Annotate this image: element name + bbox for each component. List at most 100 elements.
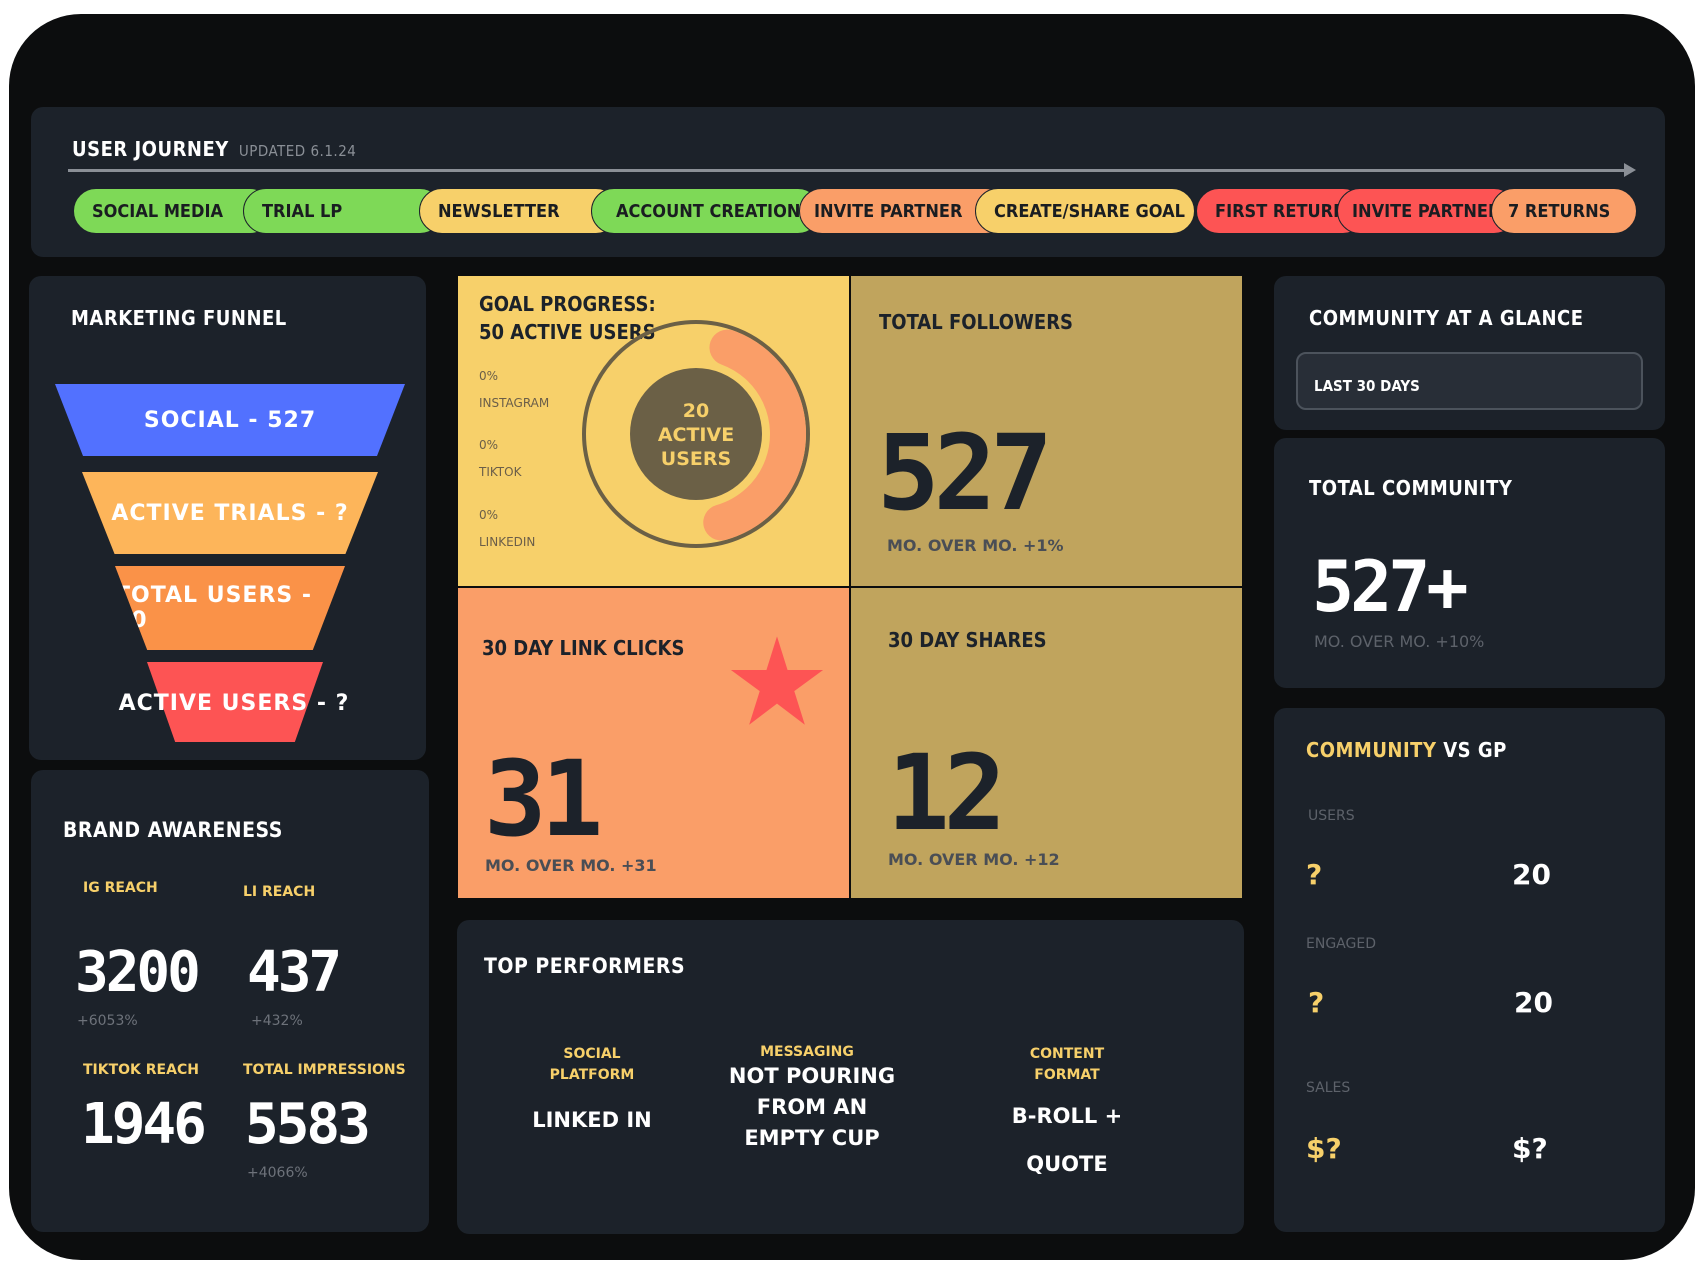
content-format-label: CONTENT FORMAT bbox=[987, 1044, 1147, 1086]
link-clicks-title: 30 DAY LINK CLICKS bbox=[482, 636, 685, 660]
stage-newsletter[interactable]: NEWSLETTER bbox=[419, 188, 619, 234]
ig-reach-delta: +6053% bbox=[77, 1013, 138, 1029]
user-journey-card: USER JOURNEY UPDATED 6.1.24 SOCIAL MEDIA … bbox=[31, 107, 1665, 257]
shares-value: 12 bbox=[887, 732, 1006, 854]
funnel-segment-social: SOCIAL - 527 bbox=[55, 384, 405, 456]
stage-label: FIRST RETURN bbox=[1215, 200, 1347, 222]
social-platform-label-2: PLATFORM bbox=[549, 1067, 635, 1083]
total-followers-value: 527 bbox=[877, 412, 1053, 534]
community-glance-card: COMMUNITY AT A GLANCE LAST 30 DAYS bbox=[1274, 276, 1665, 430]
shares-tile: 30 DAY SHARES 12 MO. OVER MO. +12 bbox=[850, 587, 1243, 899]
updated-date: UPDATED 6.1.24 bbox=[238, 142, 357, 160]
shares-title: 30 DAY SHARES bbox=[888, 628, 1047, 652]
community-vs-title-b: VS GP bbox=[1443, 738, 1507, 762]
total-followers-title: TOTAL FOLLOWERS bbox=[879, 310, 1074, 334]
messaging-line-2: FROM AN bbox=[756, 1095, 868, 1119]
funnel-segment-active-trials: ACTIVE TRIALS - ? bbox=[82, 472, 378, 554]
linkedin-pct: 0% bbox=[479, 508, 499, 522]
content-format-line-1: B-ROLL + bbox=[1011, 1104, 1123, 1128]
engaged-right-value: 20 bbox=[1514, 986, 1553, 1019]
content-format-label-1: CONTENT bbox=[1029, 1046, 1105, 1062]
li-reach-value: 437 bbox=[247, 940, 342, 1005]
link-clicks-sub: MO. OVER MO. +31 bbox=[485, 856, 657, 875]
shares-sub: MO. OVER MO. +12 bbox=[888, 850, 1060, 869]
funnel-segment-active-users bbox=[147, 662, 323, 742]
tiktok-label: TIKTOK bbox=[479, 465, 522, 479]
sales-right-value: $? bbox=[1512, 1132, 1548, 1165]
total-community-title: TOTAL COMMUNITY bbox=[1309, 476, 1513, 500]
journey-stages: SOCIAL MEDIA TRIAL LP NEWSLETTER ACCOUNT… bbox=[73, 188, 1637, 234]
stage-label: TRIAL LP bbox=[262, 200, 343, 222]
goal-progress-title: GOAL PROGRESS: 50 ACTIVE USERS bbox=[479, 290, 656, 346]
marketing-funnel-title: MARKETING FUNNEL bbox=[71, 306, 287, 330]
li-reach-delta: +432% bbox=[251, 1013, 303, 1029]
stage-label: 7 RETURNS bbox=[1508, 200, 1611, 222]
brand-awareness-card: BRAND AWARENESS IG REACH LI REACH 3200 4… bbox=[31, 770, 429, 1232]
linkedin-label: LINKEDIN bbox=[479, 535, 536, 549]
stage-create-share-goal[interactable]: CREATE/SHARE GOAL bbox=[975, 188, 1195, 234]
stage-invite-partner-2[interactable]: INVITE PARTNER bbox=[1337, 188, 1517, 234]
goal-center-line-1: 20 bbox=[682, 400, 710, 422]
content-format-line-2: QUOTE bbox=[1026, 1152, 1108, 1176]
goal-ring-outer bbox=[582, 320, 810, 548]
top-performers-card: TOP PERFORMERS SOCIAL PLATFORM LINKED IN… bbox=[457, 920, 1244, 1234]
journey-arrow-line bbox=[68, 169, 1628, 172]
stage-label: SOCIAL MEDIA bbox=[92, 200, 224, 222]
community-vs-gp-title: COMMUNITY VS GP bbox=[1306, 738, 1507, 762]
brand-awareness-title: BRAND AWARENESS bbox=[63, 818, 283, 842]
marketing-funnel-card: MARKETING FUNNEL SOCIAL - 527 ACTIVE TRI… bbox=[29, 276, 426, 760]
messaging-line-1: NOT POURING bbox=[728, 1064, 896, 1088]
user-journey-title: USER JOURNEY UPDATED 6.1.24 bbox=[72, 137, 356, 161]
total-followers-sub: MO. OVER MO. +1% bbox=[887, 536, 1064, 555]
users-left-value: ? bbox=[1306, 858, 1323, 891]
total-impressions-delta: +4066% bbox=[247, 1165, 308, 1181]
instagram-label: INSTAGRAM bbox=[479, 396, 550, 410]
stage-label: NEWSLETTER bbox=[438, 200, 560, 222]
stage-social-media[interactable]: SOCIAL MEDIA bbox=[73, 188, 273, 234]
sales-label: SALES bbox=[1306, 1080, 1351, 1096]
content-format-value: B-ROLL + QUOTE bbox=[977, 1092, 1157, 1188]
stage-trial-lp[interactable]: TRIAL LP bbox=[243, 188, 443, 234]
ig-reach-value: 3200 bbox=[75, 940, 201, 1005]
instagram-pct: 0% bbox=[479, 369, 499, 383]
messaging-value: NOT POURING FROM AN EMPTY CUP bbox=[697, 1061, 927, 1154]
total-impressions-label: TOTAL IMPRESSIONS bbox=[243, 1062, 406, 1078]
user-journey-heading: USER JOURNEY bbox=[72, 137, 229, 161]
link-clicks-value: 31 bbox=[484, 738, 603, 860]
tiktok-pct: 0% bbox=[479, 438, 499, 452]
funnel-label-active-users: ACTIVE USERS - ? bbox=[118, 690, 350, 716]
goal-progress-arc bbox=[586, 324, 806, 544]
goal-progress-tile: GOAL PROGRESS: 50 ACTIVE USERS 0% INSTAG… bbox=[457, 275, 850, 587]
community-glance-title: COMMUNITY AT A GLANCE bbox=[1309, 306, 1584, 330]
total-community-card: TOTAL COMMUNITY 527+ MO. OVER MO. +10% bbox=[1274, 438, 1665, 688]
engaged-label: ENGAGED bbox=[1306, 936, 1376, 952]
funnel-label: SOCIAL - 527 bbox=[143, 407, 317, 433]
goal-center-line-3: USERS bbox=[660, 448, 732, 470]
stage-label: CREATE/SHARE GOAL bbox=[994, 200, 1185, 222]
sales-left-value: $? bbox=[1306, 1132, 1342, 1165]
users-right-value: 20 bbox=[1512, 858, 1551, 891]
journey-arrow-head-icon bbox=[1624, 163, 1636, 177]
content-format-label-2: FORMAT bbox=[1034, 1067, 1100, 1083]
stage-7-returns[interactable]: 7 RETURNS bbox=[1491, 188, 1637, 234]
total-impressions-value: 5583 bbox=[245, 1092, 371, 1157]
funnel-label: TOTAL USERS - 20 bbox=[115, 583, 313, 633]
total-community-value: 527+ bbox=[1312, 546, 1469, 628]
stage-account-creation[interactable]: ACCOUNT CREATION bbox=[591, 188, 821, 234]
total-followers-tile: TOTAL FOLLOWERS 527 MO. OVER MO. +1% bbox=[850, 275, 1243, 587]
li-reach-label: LI REACH bbox=[243, 884, 316, 900]
funnel-segment-total-users: TOTAL USERS - 20 bbox=[115, 566, 345, 650]
date-range-select[interactable]: LAST 30 DAYS bbox=[1296, 352, 1643, 410]
ig-reach-label: IG REACH bbox=[83, 880, 158, 896]
goal-ring-center bbox=[630, 368, 762, 500]
date-range-value: LAST 30 DAYS bbox=[1314, 377, 1420, 395]
stage-label: INVITE PARTNER bbox=[1352, 200, 1501, 222]
total-community-sub: MO. OVER MO. +10% bbox=[1314, 632, 1485, 651]
stage-label: INVITE PARTNER bbox=[814, 200, 963, 222]
goal-progress-ring bbox=[582, 320, 810, 548]
social-platform-label-1: SOCIAL bbox=[563, 1046, 621, 1062]
tiktok-reach-label: TIKTOK REACH bbox=[83, 1062, 199, 1078]
users-label: USERS bbox=[1308, 808, 1355, 824]
goal-center-line-2: ACTIVE bbox=[657, 424, 735, 446]
funnel-label: ACTIVE TRIALS - ? bbox=[111, 500, 349, 526]
